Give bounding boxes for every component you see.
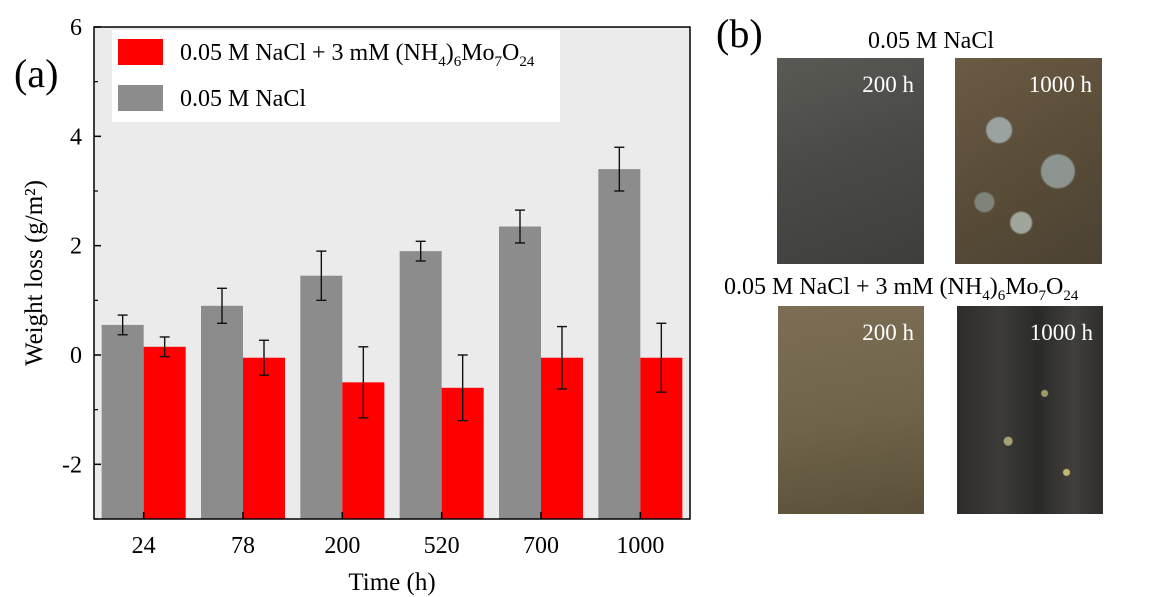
bar: [101, 324, 144, 519]
bar: [143, 346, 186, 519]
legend-subscript: 24: [519, 54, 535, 70]
y-tick-label: 0: [70, 343, 82, 369]
x-tick-label: 520: [424, 533, 460, 559]
caption-subscript: 24: [1063, 287, 1079, 304]
bar: [499, 226, 541, 520]
panel-a-label: (a): [14, 51, 58, 96]
bar: [300, 275, 343, 519]
photo-label: 200 h: [862, 72, 914, 97]
legend-subscript: 4: [438, 54, 446, 70]
legend-subscript: 6: [454, 54, 462, 70]
legend-text: 0.05 M NaCl + 3 mM (NH: [180, 40, 438, 66]
caption-subscript: 6: [997, 287, 1006, 304]
caption-text: Mo: [1005, 274, 1039, 300]
plot-frame: [93, 26, 691, 520]
legend-swatch: [118, 85, 163, 111]
x-tick-label: 78: [231, 533, 255, 559]
photo-molybdate-1000h: 1000 h: [957, 306, 1103, 514]
photo-label: 200 h: [862, 320, 914, 345]
legend-text: Mo: [461, 40, 494, 66]
caption-text: O: [1046, 274, 1064, 300]
bar: [598, 169, 641, 519]
legend-label: 0.05 M NaCl + 3 mM (NH4)6Mo7O24: [180, 40, 535, 70]
legend-text: 0.05 M NaCl: [180, 86, 306, 112]
legend-box: [112, 30, 560, 122]
y-tick-label: 4: [70, 124, 82, 150]
legend-text: ): [446, 40, 454, 66]
bar: [243, 357, 285, 519]
legend-label: 0.05 M NaCl: [180, 86, 306, 112]
y-tick-label: 2: [70, 234, 82, 260]
x-tick-label: 200: [324, 533, 360, 559]
photo-caption-top: 0.05 M NaCl: [868, 28, 994, 54]
x-tick-label: 1000: [616, 533, 664, 559]
legend-subscript: 7: [495, 54, 503, 70]
photo-molybdate-200h: 200 h: [778, 306, 924, 514]
caption-subscript: 4: [982, 287, 990, 304]
caption-text: 0.05 M NaCl + 3 mM (NH: [724, 274, 983, 300]
legend-text: O: [502, 40, 519, 66]
panel-b-label: (b): [716, 11, 763, 56]
photo-label: 1000 h: [1028, 72, 1092, 97]
y-tick-label: 6: [70, 15, 82, 41]
y-tick-label: -2: [62, 452, 82, 478]
y-axis-title: Weight loss (g/m²): [21, 180, 48, 366]
photo-nacl-200h: 200 h: [777, 58, 924, 264]
x-tick-label: 700: [523, 533, 559, 559]
bar: [201, 305, 243, 519]
legend-swatch: [118, 39, 163, 65]
photo-panel: (b) 0.05 M NaCl 200 h 1000 h 0.05 M NaCl…: [700, 0, 1163, 597]
photo-caption-bottom: 0.05 M NaCl + 3 mM (NH4)6Mo7O24: [724, 274, 1078, 305]
caption-text: ): [989, 274, 998, 300]
x-tick-label: 24: [132, 533, 156, 559]
photo-nacl-1000h: 1000 h: [955, 58, 1102, 264]
bar: [399, 251, 442, 519]
caption-subscript: 7: [1038, 287, 1047, 304]
x-axis-title: Time (h): [348, 569, 435, 596]
photo-label: 1000 h: [1029, 320, 1093, 345]
